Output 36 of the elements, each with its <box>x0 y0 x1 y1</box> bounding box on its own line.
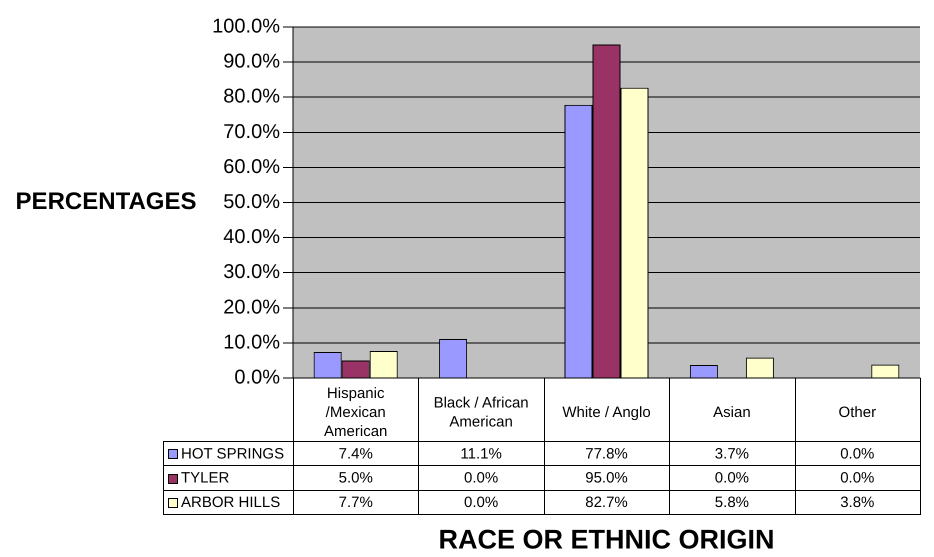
y-tick-label: 50.0% <box>223 191 280 214</box>
data-label: 5.8% <box>714 494 749 512</box>
x-axis-title: RACE OR ETHNIC ORIGIN <box>438 524 775 554</box>
data-label: 82.7% <box>585 494 628 512</box>
x-tick-label: White / Anglo <box>562 404 651 422</box>
y-tick-label: 30.0% <box>223 261 280 284</box>
legend-label: HOT SPRINGS <box>181 445 284 462</box>
y-tick-label: 60.0% <box>223 156 280 178</box>
y-tick-label: 40.0% <box>223 226 280 248</box>
data-label: 0.0% <box>840 470 874 487</box>
x-tick-label: Black / African American <box>434 394 529 431</box>
data-label: 5.0% <box>338 470 373 487</box>
data-label: 77.8% <box>585 445 628 462</box>
y-tick-label: 10.0% <box>223 331 280 354</box>
legend-label: ARBOR HILLS <box>181 494 280 512</box>
data-label: 0.0% <box>464 494 498 512</box>
legend-label: TYLER <box>181 470 230 487</box>
data-label: 0.0% <box>840 445 874 462</box>
data-label: 11.1% <box>460 445 502 462</box>
y-tick-label: 20.0% <box>223 296 280 318</box>
data-label: 7.7% <box>338 494 373 512</box>
data-label: 0.0% <box>714 470 749 487</box>
x-tick-label: Asian <box>713 404 751 422</box>
y-tick-label: 80.0% <box>223 86 280 108</box>
x-tick-label: Other <box>838 404 876 422</box>
data-label: 3.8% <box>840 494 874 512</box>
data-label: 95.0% <box>585 470 628 487</box>
y-axis-title: PERCENTAGES <box>16 188 196 216</box>
x-tick-label: Hispanic /Mexican American <box>324 385 388 440</box>
y-tick-label: 70.0% <box>223 120 280 143</box>
y-tick-label: 90.0% <box>223 50 280 73</box>
data-label: 0.0% <box>464 470 498 487</box>
data-label: 7.4% <box>338 445 373 462</box>
y-tick-label: 0.0% <box>234 366 280 389</box>
data-label: 3.7% <box>714 445 749 462</box>
y-tick-label: 100.0% <box>212 16 280 38</box>
